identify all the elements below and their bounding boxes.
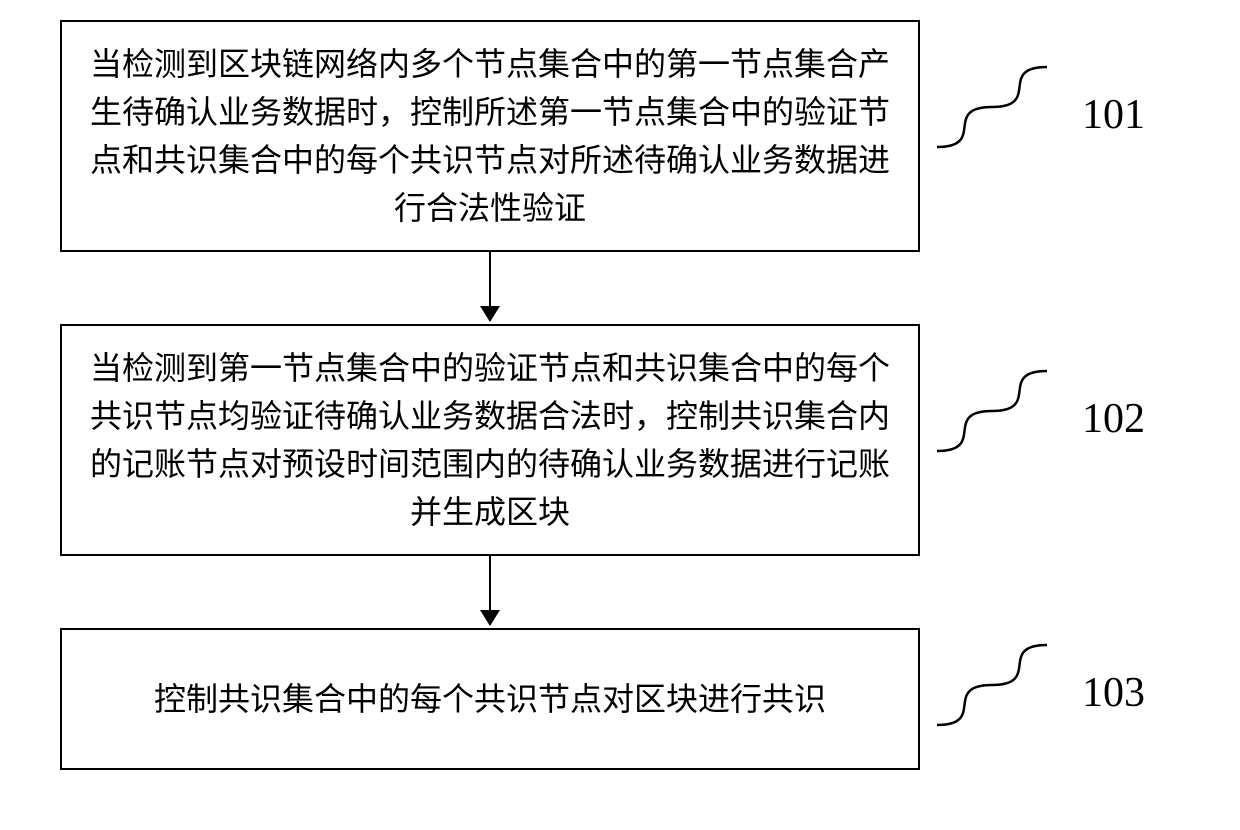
flowchart-container: 当检测到区块链网络内多个节点集合中的第一节点集合产生待确认业务数据时，控制所述第… <box>60 20 1180 770</box>
flow-step-3-label-wrap: 103 <box>932 640 1182 720</box>
arrow-head-icon <box>480 610 500 626</box>
arrow-head-icon <box>480 306 500 322</box>
arrow-1-2 <box>60 252 920 324</box>
connector-curve-icon <box>932 62 1072 152</box>
arrow-line-icon <box>489 556 491 612</box>
flow-step-2-label-wrap: 102 <box>932 366 1182 446</box>
connector-curve-icon <box>932 640 1072 730</box>
flow-step-3-label: 103 <box>1082 662 1145 725</box>
flow-step-2: 当检测到第一节点集合中的验证节点和共识集合中的每个共识节点均验证待确认业务数据合… <box>60 324 920 556</box>
flow-step-1-text: 当检测到区块链网络内多个节点集合中的第一节点集合产生待确认业务数据时，控制所述第… <box>90 46 890 226</box>
flow-step-1-label-wrap: 101 <box>932 62 1182 142</box>
connector-curve-icon <box>932 366 1072 456</box>
flow-step-3-text: 控制共识集合中的每个共识节点对区块进行共识 <box>154 681 826 717</box>
flow-step-1: 当检测到区块链网络内多个节点集合中的第一节点集合产生待确认业务数据时，控制所述第… <box>60 20 920 252</box>
flow-step-3: 控制共识集合中的每个共识节点对区块进行共识 103 <box>60 628 920 770</box>
flow-step-2-text: 当检测到第一节点集合中的验证节点和共识集合中的每个共识节点均验证待确认业务数据合… <box>90 350 890 530</box>
arrow-2-3 <box>60 556 920 628</box>
flow-step-2-label: 102 <box>1082 388 1145 451</box>
arrow-line-icon <box>489 252 491 308</box>
flow-step-1-label: 101 <box>1082 84 1145 147</box>
